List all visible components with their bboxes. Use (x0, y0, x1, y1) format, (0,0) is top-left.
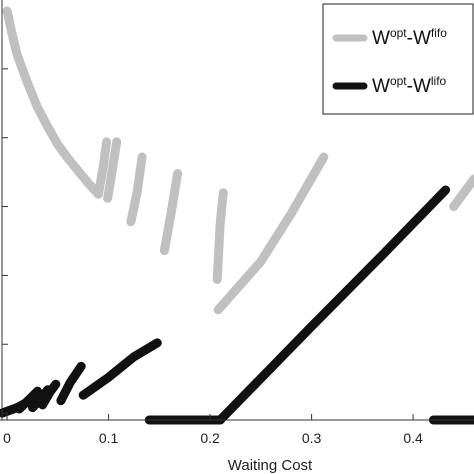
series-fifo-segment-1 (93, 137, 112, 199)
x-tick-label-0: 0 (3, 430, 11, 446)
series-fifo-segment-6 (213, 152, 329, 315)
series-fifo-segment-7 (449, 174, 474, 212)
series-lifo-segment-5 (78, 338, 162, 400)
ticks-layer: 0 0.1 0.2 0.3 0.4 (2, 68, 423, 446)
series-lifo-segment-3 (38, 379, 61, 410)
series-fifo-segment-0 (2, 6, 103, 199)
series-fifo-segment-4 (159, 169, 183, 256)
legend-box (322, 3, 474, 115)
x-tick-label-1: 0.1 (99, 430, 119, 446)
x-tick-label-4: 0.4 (403, 430, 423, 446)
series-lifo-segment-7 (215, 185, 451, 425)
legend: Wopt-Wfifo Wopt-Wlifo (322, 3, 474, 115)
series-fifo-segment-3 (126, 152, 147, 227)
legend-entry-fifo: Wopt-Wfifo (332, 26, 447, 49)
series-fifo-segment-2 (103, 137, 122, 203)
series-lifo-segment-1 (14, 386, 42, 414)
x-axis-label: Waiting Cost (228, 457, 313, 474)
series-lifo-segment-4 (56, 361, 86, 406)
x-tick-label-3: 0.3 (302, 430, 322, 446)
legend-label-lifo: Wopt-Wlifo (372, 74, 447, 97)
legend-label-fifo: Wopt-Wfifo (372, 26, 447, 49)
axes-layer (0, 0, 474, 421)
series-fifo-segment-5 (212, 188, 228, 284)
x-tick-label-2: 0.2 (200, 430, 220, 446)
legend-entry-lifo: Wopt-Wlifo (332, 74, 447, 97)
